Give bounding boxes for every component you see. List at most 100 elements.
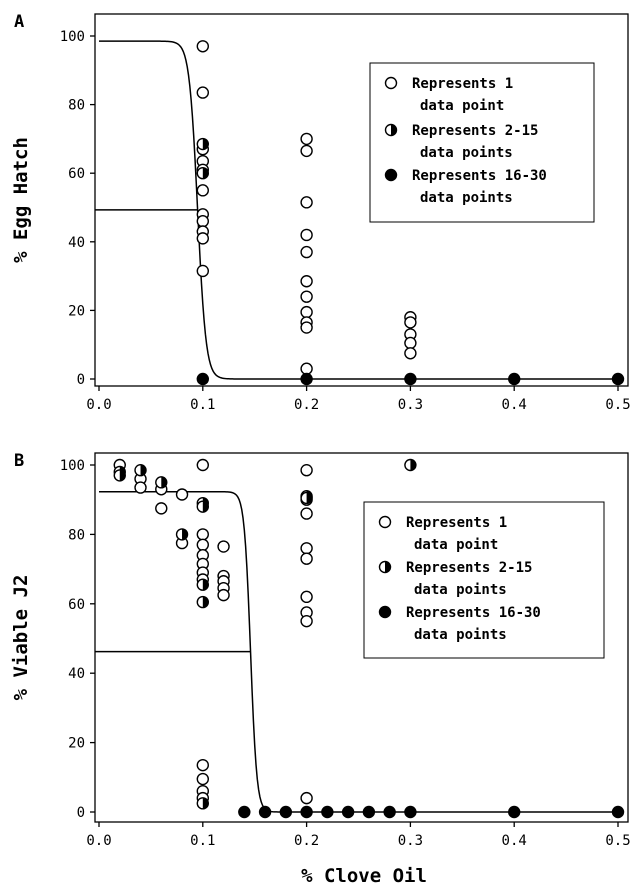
data-point-half (196, 137, 210, 151)
data-point-open (300, 228, 313, 242)
data-point-filled (611, 805, 625, 819)
marker-open (217, 588, 230, 602)
marker-open (196, 538, 210, 552)
legend-label: data points (414, 627, 507, 643)
marker-open (404, 336, 417, 350)
marker-half-fill (385, 561, 391, 573)
x-tick-label: 0.5 (605, 833, 630, 849)
marker-filled (279, 805, 293, 819)
marker-open (196, 264, 210, 278)
marker-open (300, 464, 313, 477)
marker-filled (238, 805, 251, 819)
data-point-filled (611, 372, 625, 386)
data-point-open (300, 290, 313, 303)
x-tick-label: 0.2 (294, 833, 319, 849)
data-point-open (300, 275, 313, 288)
data-point-open (196, 538, 210, 552)
data-point-filled (258, 805, 272, 819)
data-point-open (196, 40, 210, 53)
x-tick-label: 0.0 (86, 833, 111, 849)
y-tick-label: 80 (68, 527, 85, 543)
marker-filled (611, 805, 625, 819)
panel-b: B 0 20 40 60 80 100 0.0 0.1 0.2 0.3 0.4 0.5 % Viable … (10, 451, 631, 849)
marker-open (300, 305, 313, 319)
data-point-half (175, 528, 189, 541)
marker-half-fill (140, 464, 147, 476)
legend-label: data point (414, 537, 498, 553)
panel-a: A 0 20 40 60 80 100 0.0 0.1 0.2 0.3 0.4 0.5 % Egg Hat… (10, 12, 631, 413)
marker-open (378, 515, 392, 529)
marker-half-fill (202, 579, 209, 591)
plot-frame (94, 13, 629, 387)
marker-filled (404, 805, 417, 819)
legend-label: data points (420, 145, 513, 161)
x-tick-label: 0.1 (190, 397, 215, 413)
data-point-open (300, 245, 313, 259)
data-point-filled (404, 372, 417, 386)
data-point-filled (238, 805, 251, 819)
panel-label: A (14, 12, 24, 32)
marker-open (196, 184, 210, 197)
marker-open (300, 791, 313, 805)
marker-half-fill (410, 459, 416, 471)
data-point-open (155, 502, 168, 515)
marker-open (404, 347, 417, 360)
y-axis-title: % Viable J2 (10, 575, 32, 701)
marker-open (300, 132, 313, 146)
data-point-open (196, 772, 210, 786)
data-point-filled (300, 372, 313, 386)
data-point-half (404, 458, 417, 472)
data-point-open (404, 336, 417, 350)
y-tick-label: 20 (68, 303, 85, 319)
data-point-open (196, 264, 210, 278)
marker-open (196, 458, 210, 472)
marker-open (384, 76, 398, 90)
data-point-open (300, 144, 313, 158)
marker-filled (341, 805, 355, 819)
marker-filled (611, 372, 625, 386)
x-tick-label: 0.1 (190, 833, 215, 849)
fitted-curve (99, 40, 618, 380)
marker-filled (300, 805, 313, 819)
y-tick-label: 40 (68, 666, 85, 682)
legend-label: Represents 1 (412, 76, 513, 92)
marker-half-fill (182, 528, 188, 540)
data-point-half (113, 469, 126, 482)
marker-half-fill (306, 492, 313, 504)
marker-half-fill (202, 501, 209, 513)
marker-open (196, 528, 210, 541)
data-point-half (155, 476, 168, 489)
plot-frame (94, 452, 629, 823)
x-axis-title: % Clove Oil (301, 865, 427, 887)
data-point-open (300, 552, 313, 565)
marker-open (300, 552, 313, 565)
data-point-half (196, 166, 210, 180)
data-point-filled (279, 805, 293, 819)
data-point-half (134, 464, 147, 477)
marker-open (155, 502, 168, 515)
marker-open (300, 196, 313, 209)
data-point-open (196, 458, 210, 472)
legend-label: data points (414, 582, 507, 598)
data-point-open (196, 184, 210, 197)
data-point-open (300, 321, 313, 334)
marker-filled (321, 805, 334, 819)
marker-filled (384, 168, 398, 182)
legend-box (369, 62, 595, 223)
y-tick-label: 0 (77, 805, 85, 821)
marker-half-fill (391, 124, 397, 136)
data-point-open (300, 614, 313, 628)
x-tick-label: 0.4 (502, 397, 527, 413)
marker-open (300, 542, 313, 555)
marker-open (175, 488, 189, 501)
y-tick-label: 60 (68, 597, 85, 613)
marker-open (196, 215, 210, 228)
legend-marker-open (378, 515, 392, 529)
data-point-open (300, 507, 313, 520)
data-point-open (134, 481, 147, 494)
y-axis-title: % Egg Hatch (10, 137, 32, 263)
data-point-open (300, 590, 313, 604)
marker-open (300, 362, 313, 375)
data-point-open (404, 347, 417, 360)
